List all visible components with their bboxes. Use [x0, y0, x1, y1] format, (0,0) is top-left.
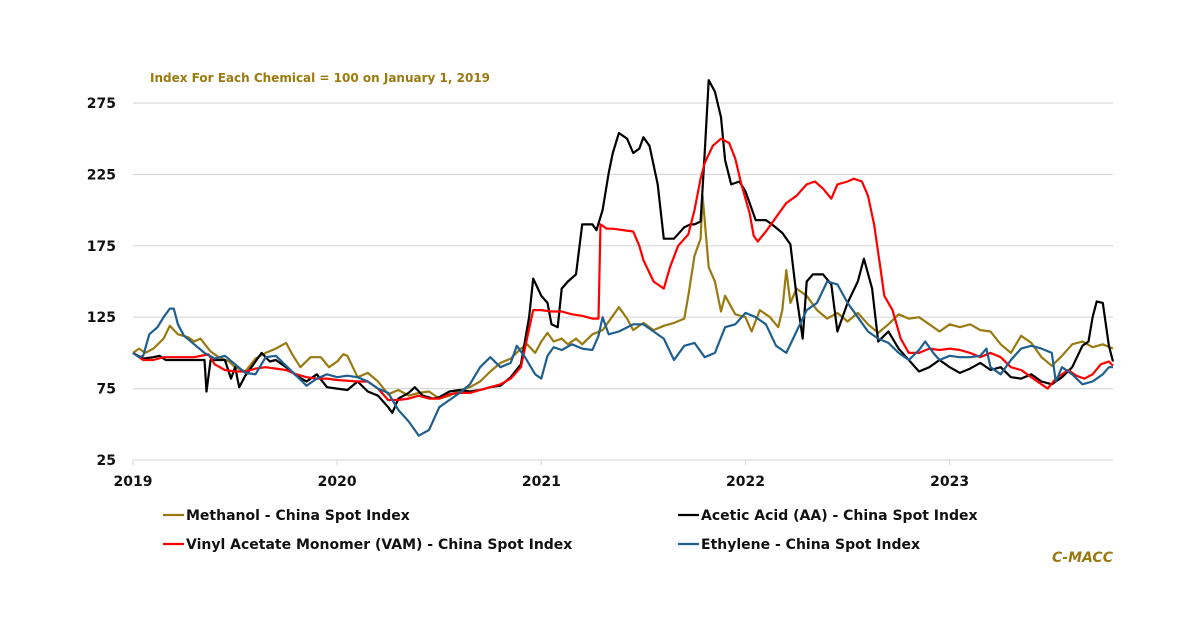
legend-label: Acetic Acid (AA) - China Spot Index	[701, 508, 978, 524]
x-tick-label: 2019	[114, 474, 153, 490]
y-tick-label: 25	[97, 453, 116, 469]
y-tick-label: 225	[87, 167, 116, 183]
legend: Methanol - China Spot Index Acetic Acid (…	[163, 508, 978, 553]
series-lines	[132, 79, 1115, 437]
x-tick-label: 2023	[930, 474, 969, 490]
legend-label: Methanol - China Spot Index	[186, 508, 410, 524]
x-axis: 2019 2020 2021 2022 2023	[114, 460, 969, 490]
y-axis: 25 75 125 175 225 275	[87, 96, 116, 469]
legend-label: Ethylene - China Spot Index	[701, 537, 920, 553]
series-line-1	[132, 79, 1115, 414]
series-line-3	[132, 280, 1113, 437]
y-tick-label: 125	[87, 310, 116, 326]
gridlines	[133, 102, 1113, 461]
legend-label: Vinyl Acetate Monomer (VAM) - China Spot…	[186, 537, 572, 553]
series-line-2	[132, 137, 1114, 402]
y-tick-label: 75	[97, 382, 116, 398]
x-tick-label: 2020	[318, 474, 357, 490]
y-tick-label: 275	[87, 96, 116, 112]
x-tick-label: 2022	[726, 474, 765, 490]
y-tick-label: 175	[87, 239, 116, 255]
source-label: C-MACC	[1052, 550, 1114, 566]
x-tick-label: 2021	[522, 474, 561, 490]
index-note: Index For Each Chemical = 100 on January…	[150, 71, 490, 85]
series-line-0	[132, 194, 1114, 400]
